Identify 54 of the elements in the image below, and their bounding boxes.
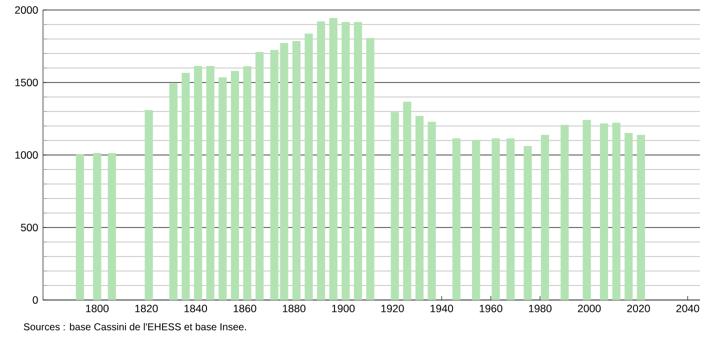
bar bbox=[255, 52, 264, 300]
bar bbox=[354, 22, 362, 300]
bar bbox=[428, 122, 436, 300]
bar bbox=[169, 83, 178, 300]
x-tick-label: 1980 bbox=[529, 304, 552, 312]
bar bbox=[582, 120, 591, 300]
bar bbox=[76, 154, 84, 300]
bar bbox=[366, 38, 374, 300]
bar bbox=[540, 134, 550, 300]
bar bbox=[144, 110, 153, 300]
bar bbox=[108, 152, 116, 300]
x-tick-label: 2040 bbox=[676, 304, 700, 312]
x-tick-label: 1860 bbox=[234, 304, 256, 312]
y-tick-label: 0 bbox=[32, 296, 38, 304]
bar bbox=[304, 34, 313, 300]
bar bbox=[636, 134, 646, 300]
x-tick-label: 1920 bbox=[381, 304, 404, 312]
bar bbox=[218, 77, 227, 300]
x-tick-label: 1960 bbox=[480, 304, 502, 312]
source-note: Sources : base Cassini de l'EHESS et base Insee. bbox=[24, 323, 246, 330]
bar bbox=[492, 138, 500, 300]
bar bbox=[206, 66, 214, 300]
bar bbox=[182, 72, 190, 300]
bar bbox=[194, 66, 202, 300]
bar bbox=[472, 140, 480, 300]
x-tick-label: 1900 bbox=[332, 304, 355, 312]
x-tick-label: 1880 bbox=[282, 304, 306, 312]
x-tick-label: 1820 bbox=[135, 304, 158, 312]
bar bbox=[317, 21, 326, 300]
bar bbox=[452, 138, 460, 300]
bar bbox=[230, 71, 239, 300]
bar bbox=[524, 146, 532, 300]
bar bbox=[292, 41, 301, 300]
bar bbox=[506, 138, 515, 300]
x-tick-label: 1940 bbox=[430, 304, 454, 312]
bar bbox=[612, 122, 620, 300]
x-tick-label: 1800 bbox=[86, 304, 109, 312]
x-tick-label: 1840 bbox=[184, 304, 208, 312]
bar bbox=[600, 124, 608, 300]
y-tick-label: 500 bbox=[20, 224, 38, 232]
bar bbox=[93, 152, 102, 300]
bar bbox=[415, 116, 424, 300]
y-tick-label: 1000 bbox=[15, 151, 38, 159]
y-tick-label: 2000 bbox=[15, 6, 38, 14]
bar bbox=[329, 18, 338, 300]
bar bbox=[560, 124, 569, 300]
bar bbox=[624, 132, 633, 300]
bar bbox=[403, 102, 412, 300]
x-tick-label: 2000 bbox=[578, 304, 601, 312]
bar bbox=[390, 112, 399, 300]
x-tick-label: 2020 bbox=[627, 304, 650, 312]
y-tick-label: 1500 bbox=[15, 78, 38, 86]
bar bbox=[243, 66, 252, 300]
bar bbox=[342, 22, 350, 300]
